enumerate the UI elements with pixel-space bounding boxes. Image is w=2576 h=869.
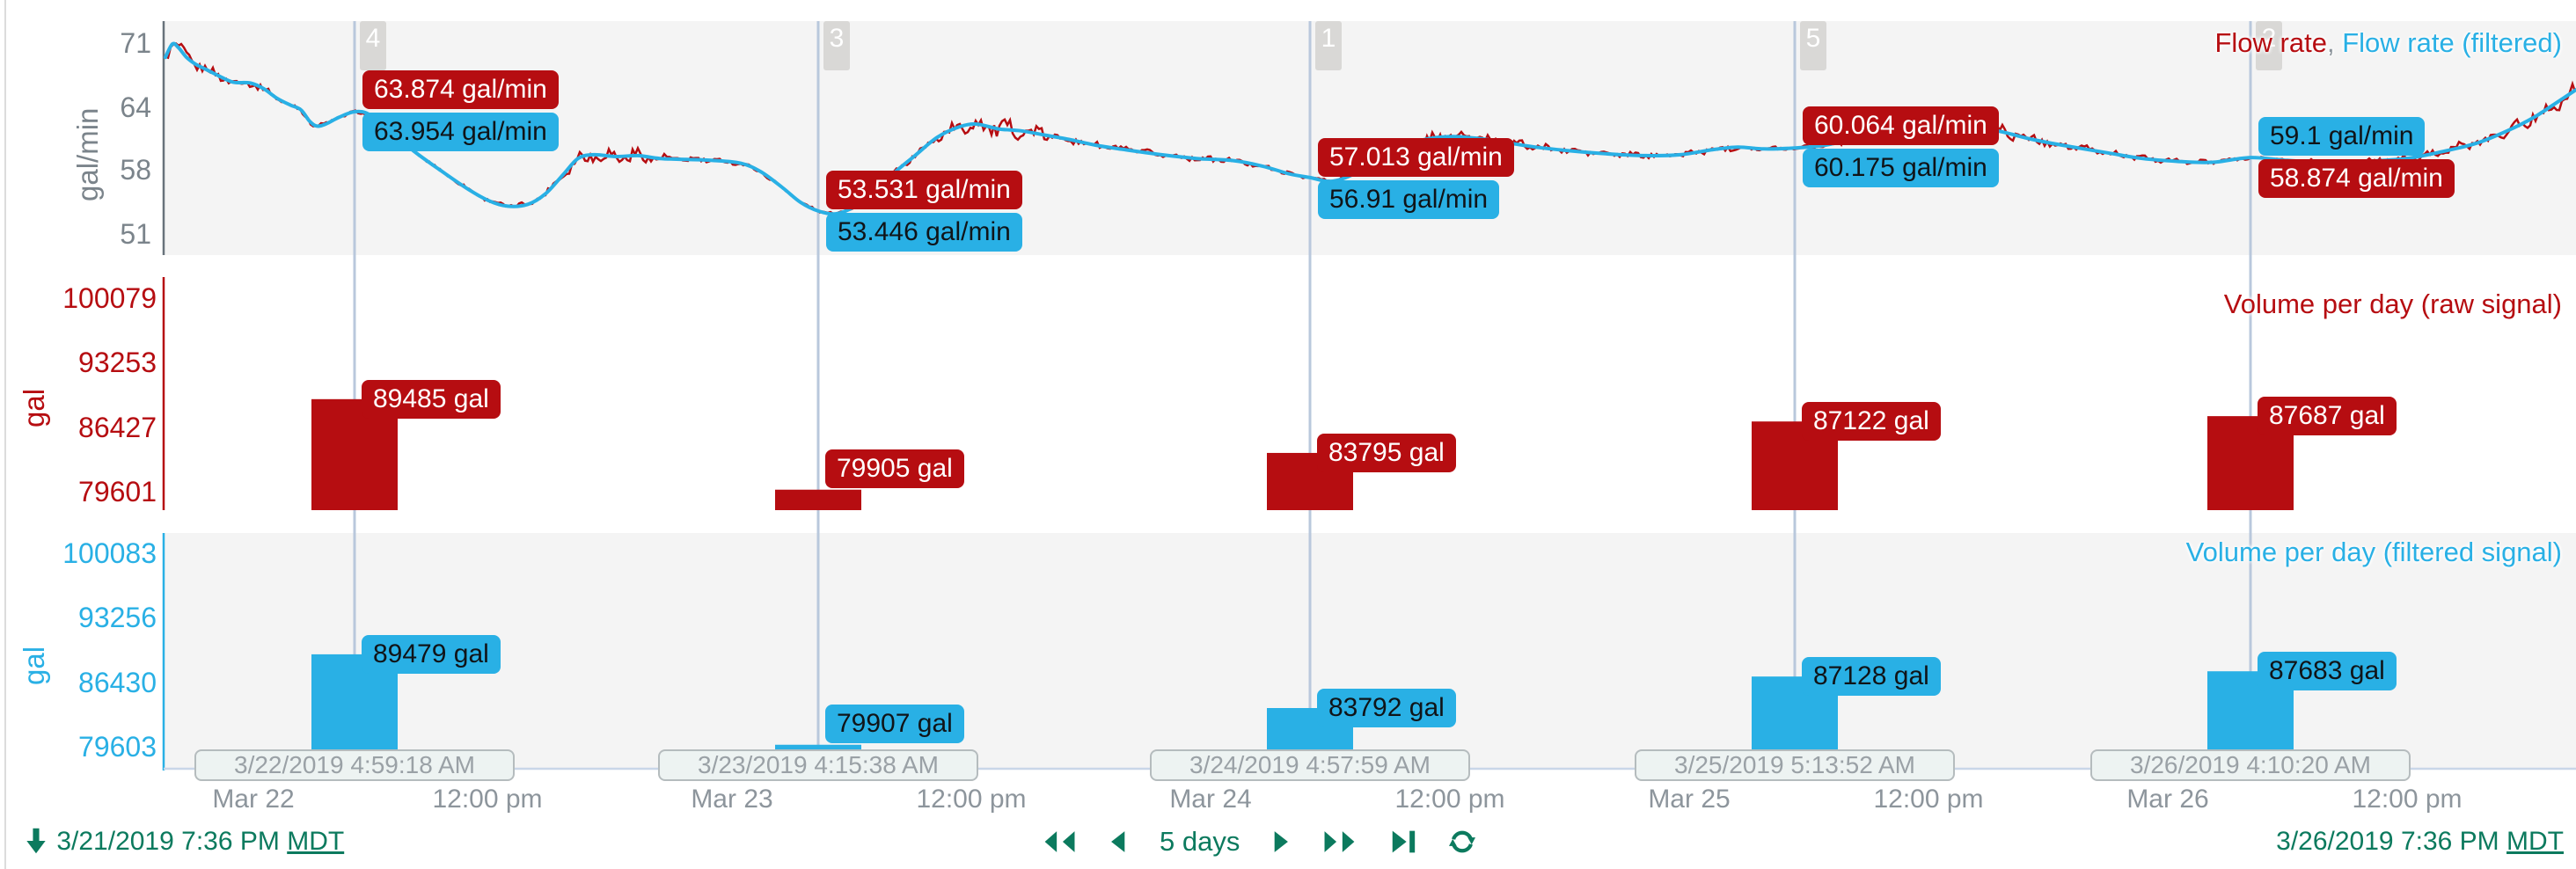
- flow-filtered-value-label: 59.1 gal/min: [2258, 117, 2426, 157]
- volume-filtered-y-tick-label: 93256: [78, 602, 157, 633]
- flow-rate-filtered-line: [164, 41, 2576, 216]
- volume-filtered-title: Volume per day (filtered signal): [2185, 537, 2562, 567]
- range-end-timezone-link[interactable]: MDT: [2506, 827, 2564, 856]
- volume-raw-y-tick-label: 100079: [62, 282, 157, 314]
- volume-filtered-value-label: 87128 gal: [1802, 657, 1941, 697]
- skip-to-end-button[interactable]: [1391, 828, 1417, 856]
- flow-raw-value-label: 58.874 gal/min: [2258, 159, 2455, 199]
- x-axis-noon-label: 12:00 pm: [1394, 785, 1505, 814]
- volume-filtered-y-tick-label: 100083: [62, 537, 157, 569]
- step-forward-button[interactable]: [1273, 828, 1292, 856]
- cursor-timestamp-box[interactable]: 3/25/2019 5:13:52 AM: [1635, 749, 1955, 781]
- flow-filtered-value-label: 56.91 gal/min: [1318, 179, 1500, 219]
- range-start-date: 3/21/2019 7:36 PM MDT: [23, 827, 344, 857]
- legend-separator: ,: [2326, 27, 2343, 58]
- flow-filtered-value-label: 60.175 gal/min: [1803, 149, 1999, 188]
- cursor-badge-2[interactable]: 2: [2256, 21, 2282, 70]
- x-axis-day-label: Mar 23: [691, 785, 773, 814]
- volume-raw-y-tick-label: 86427: [78, 412, 157, 443]
- flow-raw-value-label: 53.531 gal/min: [826, 171, 1022, 210]
- x-axis-noon-label: 12:00 pm: [432, 785, 543, 814]
- volume-filtered-y-tick-label: 79603: [78, 731, 157, 763]
- volume-raw-value-label: 87122 gal: [1802, 402, 1941, 442]
- time-range-label[interactable]: 5 days: [1160, 826, 1240, 857]
- cursor-timestamp-box[interactable]: 3/26/2019 4:10:20 AM: [2090, 749, 2411, 781]
- cursor-badge-5[interactable]: 5: [1800, 21, 1826, 70]
- refresh-button[interactable]: [1447, 827, 1477, 857]
- range-end-date-text: 3/26/2019 7:36 PM: [2276, 827, 2499, 856]
- flow-y-tick-label: 71: [120, 27, 151, 59]
- legend-flow-rate: Flow rate: [2214, 27, 2327, 58]
- volume-raw-y-tick-label: 79601: [78, 476, 157, 508]
- flow-legend: Flow rate, Flow rate (filtered): [2214, 27, 2562, 59]
- cursor-badge-1[interactable]: 1: [1315, 21, 1342, 70]
- volume-raw-value-label: 87687 gal: [2258, 397, 2397, 436]
- x-axis-noon-label: 12:00 pm: [1873, 785, 1984, 814]
- flow-filtered-value-label: 63.954 gal/min: [362, 113, 559, 152]
- x-axis-day-label: Mar 25: [1648, 785, 1731, 814]
- volume-filtered-value-label: 79907 gal: [825, 704, 964, 743]
- range-start-date-text: 3/21/2019 7:36 PM: [56, 827, 280, 856]
- rewind-button[interactable]: [1038, 828, 1077, 856]
- time-navigation-toolbar: 5 days: [1038, 822, 1477, 862]
- cursor-badge-3[interactable]: 3: [823, 21, 850, 70]
- range-start-timezone-link[interactable]: MDT: [287, 827, 345, 856]
- volume-raw-value-label: 79905 gal: [825, 449, 964, 488]
- cursor-timestamp-box[interactable]: 3/23/2019 4:15:38 AM: [658, 749, 978, 781]
- volume-filtered-value-label: 83792 gal: [1317, 689, 1456, 727]
- volume-raw-value-label: 89485 gal: [362, 379, 501, 419]
- download-arrow-icon: [26, 828, 46, 854]
- cursor-timestamp-box[interactable]: 3/22/2019 4:59:18 AM: [194, 749, 515, 781]
- volume-raw-bar: [775, 489, 861, 510]
- volume-filtered-value-label: 89479 gal: [362, 634, 501, 674]
- rewind-icon: [1044, 831, 1075, 852]
- range-end-date: 3/26/2019 7:36 PM MDT: [2276, 827, 2564, 857]
- cursor-badge-4[interactable]: 4: [360, 21, 386, 70]
- flow-raw-value-label: 63.874 gal/min: [362, 70, 559, 110]
- volume-filtered-y-tick-label: 86430: [78, 667, 157, 698]
- x-axis-day-label: Mar 22: [212, 785, 295, 814]
- flow-raw-value-label: 60.064 gal/min: [1803, 106, 1999, 146]
- volume-raw-title: Volume per day (raw signal): [2223, 288, 2562, 319]
- flow-y-tick-label: 51: [120, 218, 151, 250]
- flow-filtered-value-label: 53.446 gal/min: [826, 213, 1022, 252]
- flow-raw-value-label: 57.013 gal/min: [1318, 137, 1514, 177]
- volume-filtered-value-label: 87683 gal: [2258, 652, 2397, 691]
- window-left-border: [4, 0, 6, 869]
- step-back-icon: [1111, 831, 1125, 852]
- volume-raw-value-label: 83795 gal: [1317, 433, 1456, 472]
- flow-y-tick-label: 64: [120, 91, 151, 123]
- step-forward-icon: [1275, 831, 1289, 852]
- fast-forward-icon: [1324, 831, 1355, 852]
- x-axis-noon-label: 12:00 pm: [2352, 785, 2463, 814]
- step-back-button[interactable]: [1107, 828, 1126, 856]
- volume-raw-y-tick-label: 93253: [78, 347, 157, 378]
- refresh-icon: [1449, 830, 1476, 853]
- legend-flow-rate-filtered: Flow rate (filtered): [2342, 27, 2562, 58]
- cursor-timestamp-box[interactable]: 3/24/2019 4:57:59 AM: [1150, 749, 1470, 781]
- x-axis-noon-label: 12:00 pm: [916, 785, 1027, 814]
- x-axis-day-label: Mar 26: [2126, 785, 2209, 814]
- volume-filtered-panel-background: [164, 533, 2576, 768]
- skip-to-end-icon: [1393, 830, 1416, 853]
- x-axis-day-label: Mar 24: [1169, 785, 1252, 814]
- flow-y-tick-label: 58: [120, 154, 151, 186]
- fast-forward-button[interactable]: [1322, 828, 1361, 856]
